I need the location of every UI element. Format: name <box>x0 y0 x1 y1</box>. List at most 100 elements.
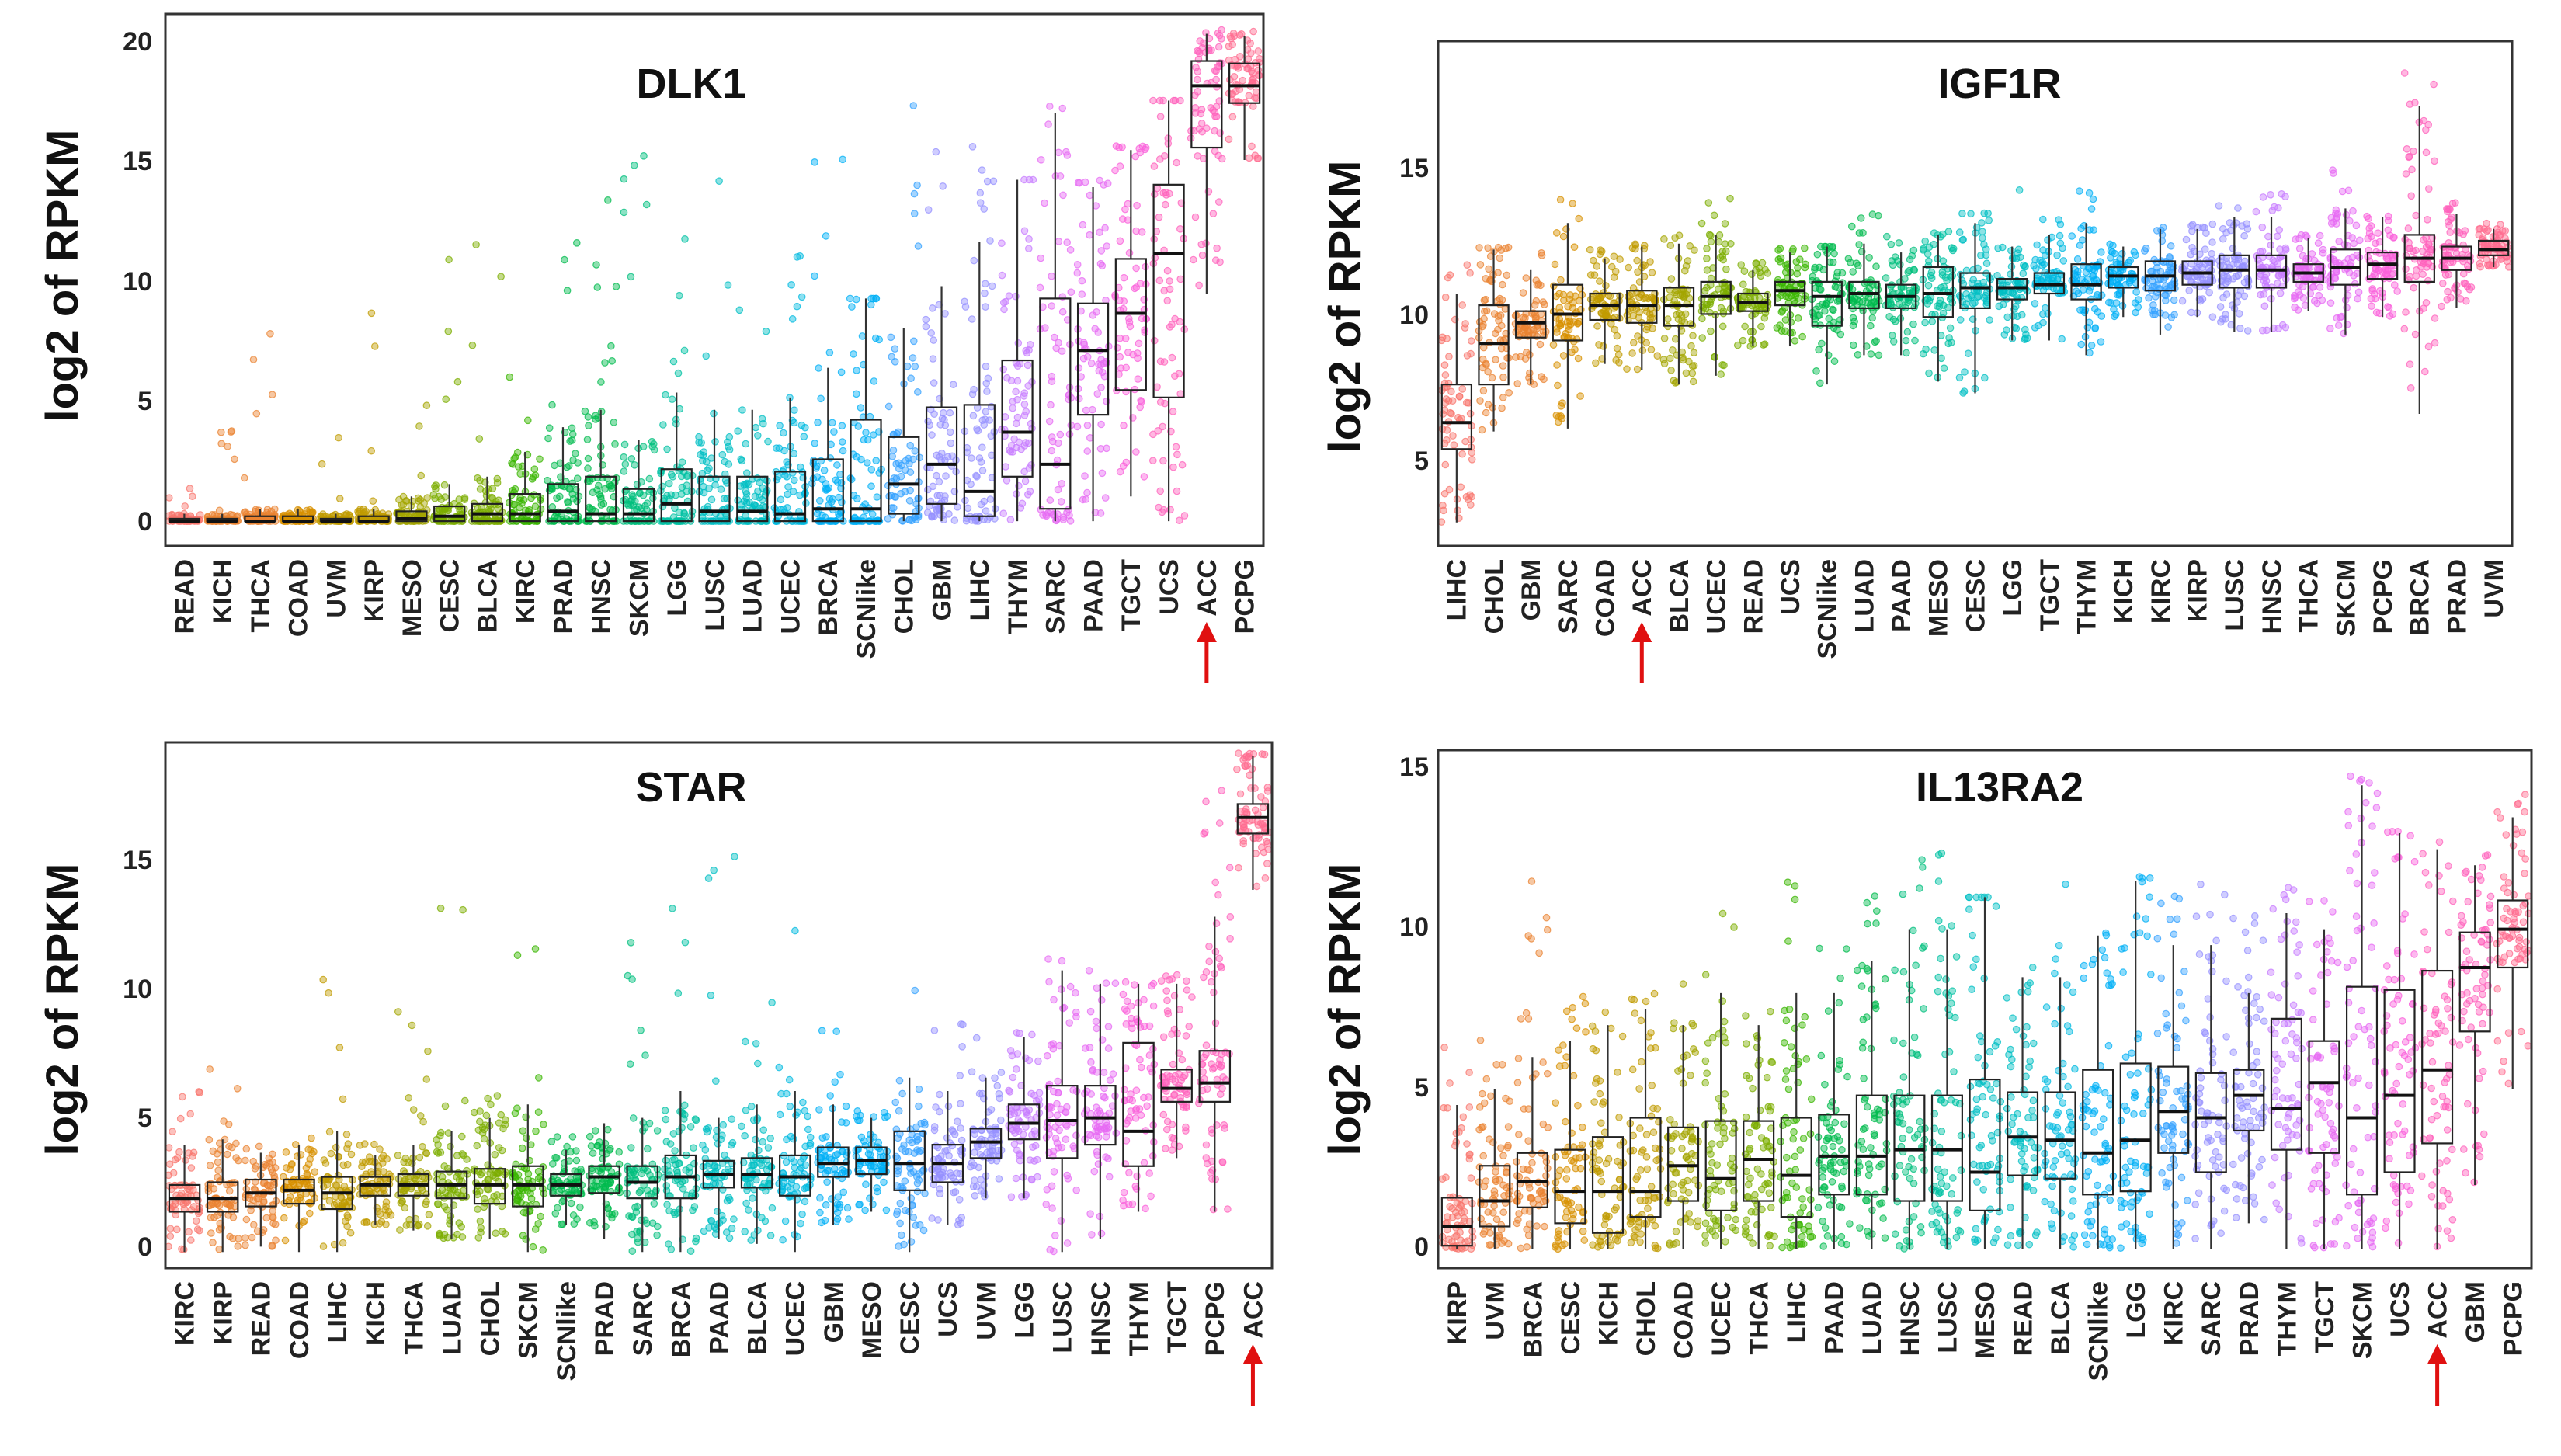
data-point <box>1153 383 1161 391</box>
data-point <box>1882 274 1890 282</box>
data-point <box>1979 278 1987 287</box>
data-point <box>344 1140 353 1148</box>
data-point <box>1194 68 1202 75</box>
box-tgct <box>1111 142 1151 497</box>
data-point <box>252 1162 260 1170</box>
data-point <box>584 464 592 472</box>
category-label: SARC <box>1554 559 1583 634</box>
data-point <box>2318 296 2326 304</box>
data-point <box>2389 310 2397 318</box>
data-point <box>1853 259 1861 267</box>
data-point <box>1701 287 1709 295</box>
data-point <box>1494 269 1502 276</box>
data-point <box>2091 304 2099 313</box>
data-point <box>1458 450 1466 458</box>
data-point <box>663 445 671 453</box>
data-point <box>2410 283 2418 292</box>
data-point <box>1755 264 1763 273</box>
data-point <box>2090 226 2098 234</box>
data-point <box>1149 430 1157 439</box>
data-point <box>1711 353 1718 361</box>
data-point <box>347 1150 356 1159</box>
data-point <box>909 354 917 362</box>
data-point <box>1254 47 1263 55</box>
data-point <box>1013 377 1022 385</box>
data-point <box>2390 233 2398 242</box>
data-point <box>2195 260 2204 269</box>
data-point <box>2349 207 2357 215</box>
points-ucec <box>770 252 810 525</box>
data-point <box>1197 240 1206 248</box>
data-point <box>1103 242 1111 250</box>
data-point <box>1058 308 1067 316</box>
data-point <box>1025 235 1033 243</box>
data-point <box>2275 226 2283 234</box>
box-kirc <box>505 373 545 525</box>
data-point <box>1079 354 1088 363</box>
data-point <box>1739 280 1747 288</box>
data-point <box>1036 283 1044 292</box>
data-point <box>1868 314 1876 322</box>
data-point <box>1116 237 1124 245</box>
data-point <box>603 196 612 204</box>
data-point <box>536 455 544 463</box>
data-point <box>2039 286 2048 294</box>
points-chol <box>884 102 924 525</box>
data-point <box>1760 314 1769 322</box>
data-point <box>394 1152 402 1159</box>
box-uvm <box>2475 219 2513 271</box>
data-point <box>395 495 403 504</box>
y-tick-label: 5 <box>137 1103 152 1133</box>
data-point <box>192 1217 200 1225</box>
data-point <box>1638 346 1647 354</box>
data-point <box>998 239 1006 247</box>
data-point <box>980 205 988 213</box>
data-point <box>1602 310 1611 318</box>
data-point <box>1666 242 1675 249</box>
data-point <box>2492 242 2500 249</box>
data-point <box>325 1128 334 1136</box>
data-point <box>1937 354 1945 363</box>
data-point <box>1613 344 1621 353</box>
data-point <box>1485 265 1492 273</box>
data-point <box>241 1156 249 1165</box>
data-point <box>2384 217 2392 224</box>
data-point <box>1083 421 1092 429</box>
data-point <box>1214 29 1222 37</box>
data-point <box>1116 334 1124 342</box>
data-point <box>1006 516 1015 523</box>
data-point <box>258 1228 266 1237</box>
data-point <box>1190 255 1197 264</box>
data-point <box>1446 271 1454 279</box>
data-point <box>1045 417 1054 426</box>
data-point <box>208 510 217 519</box>
data-point <box>909 102 918 109</box>
data-point <box>206 1162 214 1169</box>
data-point <box>1214 43 1223 51</box>
data-point <box>1653 352 1662 360</box>
data-point <box>1633 365 1642 374</box>
data-point <box>1689 332 1697 340</box>
data-point <box>1687 342 1695 350</box>
data-point <box>419 1117 427 1126</box>
data-point <box>659 421 667 429</box>
data-point <box>1063 238 1071 246</box>
data-point <box>1172 443 1180 451</box>
data-point <box>585 503 593 512</box>
data-point <box>978 166 986 174</box>
data-point <box>853 390 860 398</box>
data-point <box>1096 259 1105 268</box>
y-axis-title: log2 of RPKM <box>37 864 88 1156</box>
category-label: PCPG <box>2368 559 2398 634</box>
data-point <box>1698 314 1706 323</box>
data-point <box>1854 350 1862 359</box>
data-point <box>964 504 972 513</box>
category-label: CHOL <box>1479 559 1509 634</box>
category-label: BRCA <box>2406 559 2435 635</box>
data-point <box>1634 332 1642 340</box>
data-point <box>735 306 744 314</box>
data-point <box>2039 215 2047 224</box>
data-point <box>589 488 597 496</box>
data-point <box>1671 379 1680 387</box>
data-point <box>1982 259 1991 267</box>
